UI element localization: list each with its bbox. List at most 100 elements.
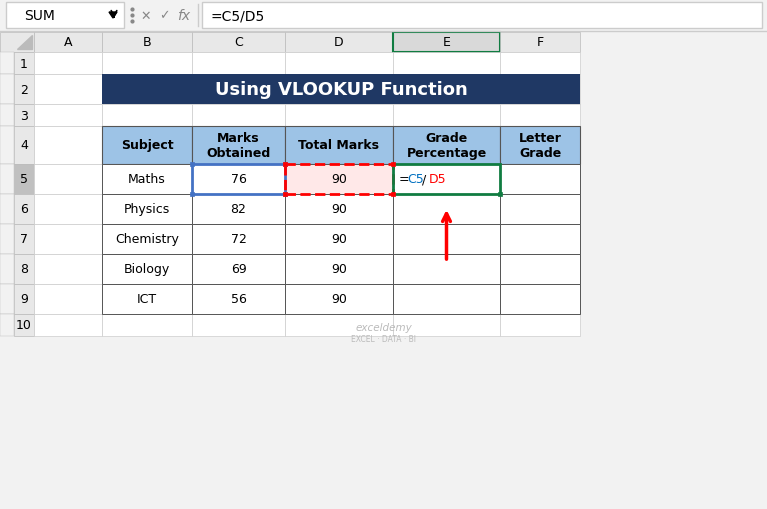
Bar <box>393 165 500 194</box>
Bar <box>393 165 500 194</box>
Text: 9: 9 <box>20 293 28 306</box>
Bar <box>0 33 34 53</box>
Bar <box>393 33 500 53</box>
Bar <box>500 224 580 254</box>
Text: Letter
Grade: Letter Grade <box>518 132 561 160</box>
Bar <box>192 254 285 285</box>
Bar <box>192 33 285 53</box>
Text: A: A <box>64 37 72 49</box>
Text: 56: 56 <box>231 293 246 306</box>
Bar <box>192 127 285 165</box>
Text: Grade
Percentage: Grade Percentage <box>407 132 486 160</box>
Text: 90: 90 <box>331 293 347 306</box>
Bar <box>285 165 393 194</box>
Text: Using VLOOKUP Function: Using VLOOKUP Function <box>215 81 467 99</box>
Text: Physics: Physics <box>124 203 170 216</box>
Bar <box>34 33 102 53</box>
Text: 90: 90 <box>331 203 347 216</box>
Bar <box>102 165 192 194</box>
Bar <box>192 194 285 224</box>
Bar <box>500 105 580 127</box>
Bar <box>393 254 500 285</box>
Bar <box>0 75 14 105</box>
Bar <box>0 315 14 336</box>
Text: 10: 10 <box>16 319 32 332</box>
Bar <box>500 75 580 105</box>
Bar <box>102 33 192 53</box>
Bar <box>391 163 395 166</box>
Polygon shape <box>109 13 117 19</box>
Text: C5: C5 <box>407 173 423 186</box>
Bar <box>393 127 500 165</box>
Text: Chemistry: Chemistry <box>115 233 179 246</box>
Bar <box>14 127 34 165</box>
Bar <box>102 53 192 75</box>
Text: 69: 69 <box>231 263 246 276</box>
Text: 1: 1 <box>20 58 28 70</box>
Bar <box>285 33 393 53</box>
Bar <box>393 127 500 165</box>
Bar <box>34 315 102 336</box>
Bar <box>192 194 285 224</box>
Bar <box>34 127 102 165</box>
Bar <box>102 285 192 315</box>
Bar <box>34 105 102 127</box>
Bar <box>14 75 34 105</box>
Bar <box>0 105 14 127</box>
Text: 4: 4 <box>20 139 28 152</box>
Bar <box>102 315 192 336</box>
Text: EXCEL · DATA · BI: EXCEL · DATA · BI <box>351 334 416 344</box>
Bar <box>285 194 393 224</box>
Text: ✓: ✓ <box>159 10 170 22</box>
Text: 76: 76 <box>231 173 246 186</box>
Bar <box>0 224 14 254</box>
Bar <box>102 165 192 194</box>
Bar <box>283 163 287 166</box>
Bar <box>285 127 393 165</box>
Bar <box>285 53 393 75</box>
Bar <box>102 105 192 127</box>
Bar <box>0 0 767 32</box>
Bar <box>0 194 14 224</box>
Text: 82: 82 <box>231 203 246 216</box>
Bar <box>14 105 34 127</box>
Bar <box>192 165 285 194</box>
Text: B: B <box>143 37 151 49</box>
Bar <box>102 224 192 254</box>
Bar <box>393 194 500 224</box>
Bar <box>500 254 580 285</box>
Bar <box>102 254 192 285</box>
Bar <box>500 285 580 315</box>
Bar <box>14 254 34 285</box>
Text: /: / <box>422 173 426 186</box>
Bar <box>102 127 192 165</box>
Bar <box>102 75 580 105</box>
Bar <box>285 254 393 285</box>
Bar <box>393 224 500 254</box>
Bar <box>14 285 34 315</box>
Text: 90: 90 <box>331 173 347 186</box>
Bar <box>34 53 102 75</box>
Bar <box>500 165 580 194</box>
Bar <box>500 285 580 315</box>
Bar <box>192 165 285 194</box>
Bar <box>283 163 287 166</box>
Bar <box>190 192 194 196</box>
Bar <box>391 192 395 196</box>
Text: 72: 72 <box>231 233 246 246</box>
Bar <box>14 315 34 336</box>
Bar <box>14 194 34 224</box>
Bar <box>393 224 500 254</box>
Bar <box>285 165 393 194</box>
Bar <box>102 194 192 224</box>
Bar <box>285 315 393 336</box>
Bar <box>500 53 580 75</box>
Text: fx: fx <box>177 9 190 23</box>
Bar <box>192 224 285 254</box>
Bar <box>6 3 124 29</box>
Text: D5: D5 <box>429 173 446 186</box>
Bar <box>14 165 34 194</box>
Bar <box>500 127 580 165</box>
Bar <box>500 194 580 224</box>
Bar <box>393 53 500 75</box>
